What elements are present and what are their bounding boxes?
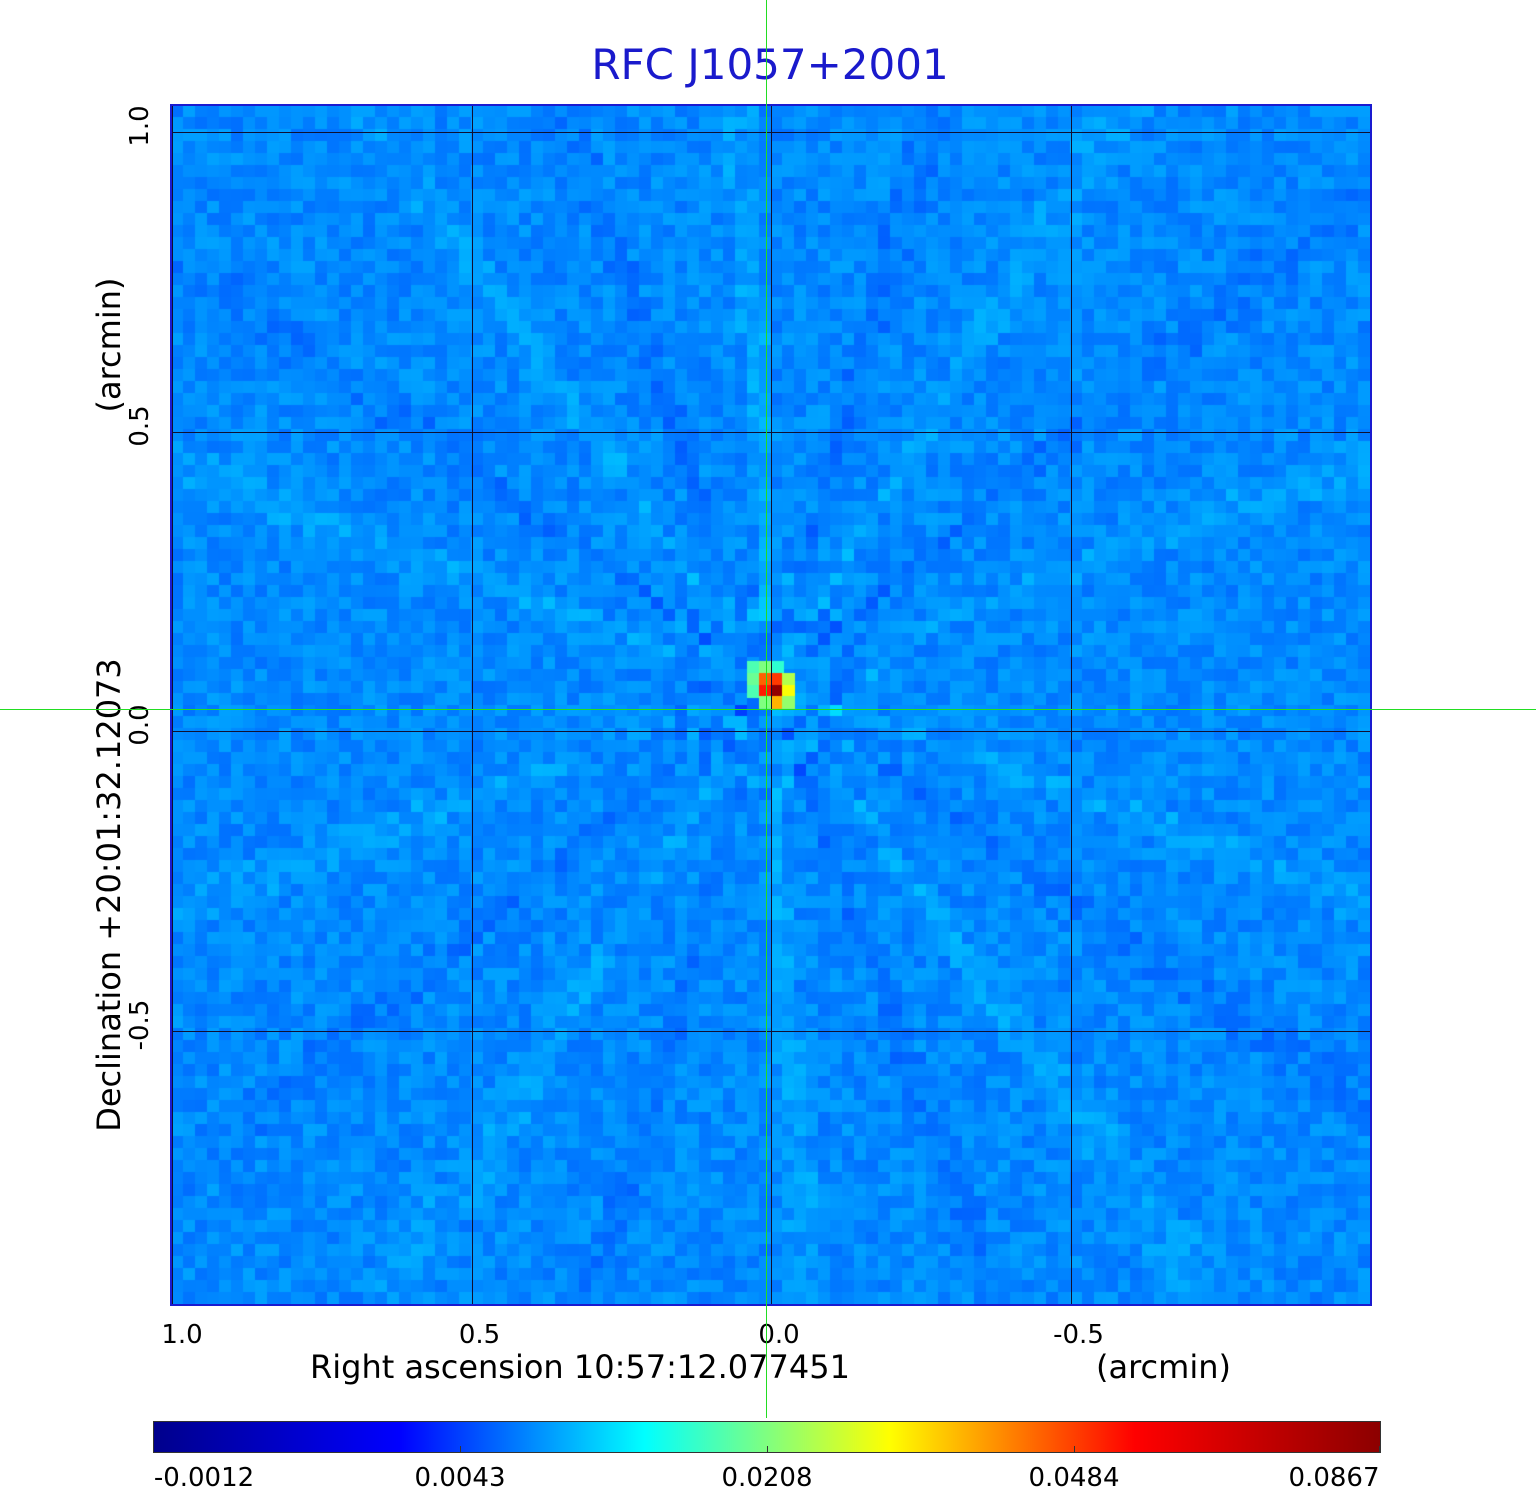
y-axis-unit: (arcmin) <box>90 277 128 413</box>
colorbar-tick-mark <box>1074 1446 1075 1453</box>
y-axis-label: Declination +20:01:32.12073 <box>90 658 128 1132</box>
x-tick-label: 1.0 <box>161 1320 203 1350</box>
colorbar-tick-label: 0.0208 <box>721 1463 813 1493</box>
x-axis-unit: (arcmin) <box>1096 1348 1231 1386</box>
x-tick-label: 0.5 <box>458 1320 501 1350</box>
grid-line-x-2 <box>771 106 772 1304</box>
plot-area[interactable] <box>170 104 1372 1306</box>
colorbar-tick-mark <box>153 1446 154 1453</box>
colorbar-tick-label: -0.0012 <box>153 1463 255 1493</box>
grid-line-x-3 <box>1070 106 1072 1304</box>
y-tick-label: 0.5 <box>125 404 155 447</box>
grid-line-x-1 <box>471 106 473 1304</box>
x-tick-label: -0.5 <box>1053 1320 1104 1350</box>
colorbar-tick-mark <box>460 1446 461 1453</box>
colorbar-tick-mark <box>767 1446 768 1453</box>
x-tick-label: 0.0 <box>758 1320 800 1350</box>
colorbar-tick-label: 0.0484 <box>1028 1463 1120 1493</box>
colorbar-tick-label: 0.0043 <box>414 1463 506 1493</box>
colorbar-tick-mark <box>1379 1446 1380 1453</box>
y-tick-label: 0.0 <box>125 704 155 746</box>
colorbar-tick-label: 0.0867 <box>1288 1463 1380 1493</box>
grid-line-x-0 <box>172 106 173 1304</box>
crosshair-horizontal <box>0 709 1536 710</box>
y-tick-label: 1.0 <box>125 105 155 147</box>
chart-title: RFC J1057+2001 <box>591 40 949 89</box>
x-axis-label: Right ascension 10:57:12.077451 <box>310 1348 850 1386</box>
y-tick-label: -0.5 <box>125 999 155 1050</box>
